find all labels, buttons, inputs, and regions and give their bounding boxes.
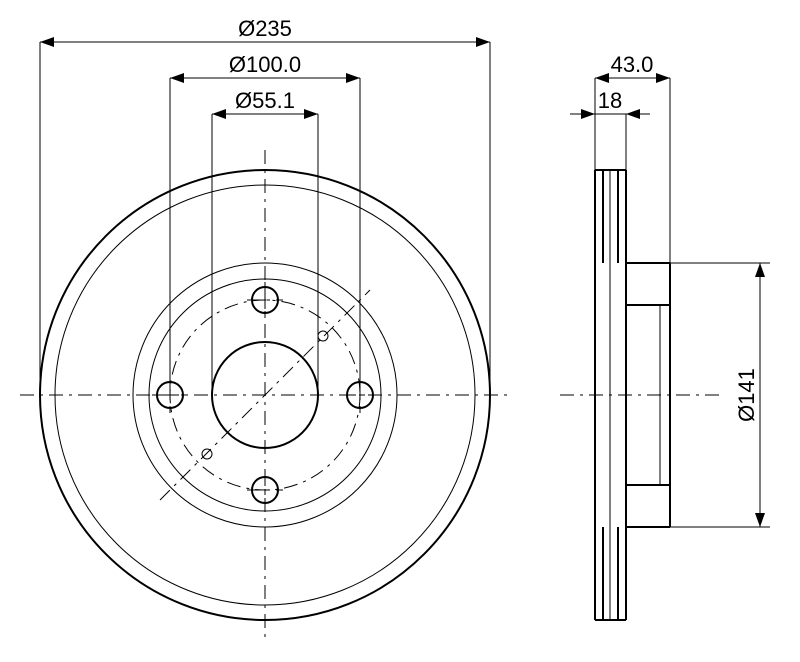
hat-diameter-label: Ø141 bbox=[734, 368, 759, 422]
bolt-circle-label: Ø100.0 bbox=[229, 52, 301, 77]
outer-diameter-label: Ø235 bbox=[238, 16, 292, 41]
thickness-label: 18 bbox=[598, 88, 622, 113]
hat-offset-label: 43.0 bbox=[611, 52, 654, 77]
hub-bore-label: Ø55.1 bbox=[235, 88, 295, 113]
